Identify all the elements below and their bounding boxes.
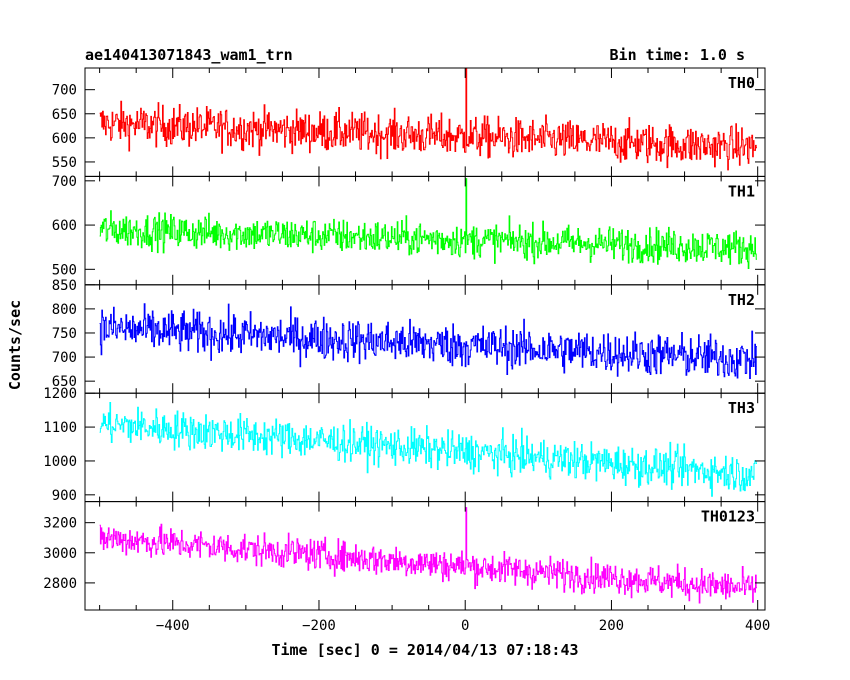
y-tick-label: 850: [52, 278, 77, 294]
y-tick-label: 600: [52, 218, 77, 234]
y-tick-label: 500: [52, 262, 77, 278]
series-line-th2: [99, 303, 757, 379]
y-tick-label: 3000: [43, 546, 77, 562]
panel-frame: [84, 501, 766, 611]
x-tick-label: 200: [599, 618, 624, 634]
series-line-th0: [99, 68, 757, 171]
y-tick-label: 3200: [43, 516, 77, 532]
y-tick-label: 1200: [43, 386, 77, 402]
x-tick-label: −400: [156, 618, 190, 634]
x-tick-label: −200: [302, 618, 336, 634]
y-tick-label: 650: [52, 107, 77, 123]
panel-label: TH0123: [701, 508, 755, 526]
y-tick-label: 700: [52, 350, 77, 366]
y-tick-label: 650: [52, 374, 77, 390]
y-tick-label: 700: [52, 174, 77, 190]
y-tick-label: 2800: [43, 576, 77, 592]
x-tick-label: 400: [745, 618, 770, 634]
y-tick-label: 1000: [43, 454, 77, 470]
y-tick-label: 800: [52, 302, 77, 318]
panel-label: TH3: [728, 399, 755, 417]
series-line-th1: [99, 178, 757, 269]
chart-title-left: ae140413071843_wam1_trn: [85, 46, 293, 64]
y-axis-label: Counts/sec: [6, 300, 24, 390]
y-tick-label: 600: [52, 131, 77, 147]
y-tick-label: 1100: [43, 420, 77, 436]
panel-label: TH1: [728, 182, 755, 200]
y-tick-label: 550: [52, 155, 77, 171]
x-axis-label: Time [sec] 0 = 2014/04/13 07:18:43: [271, 641, 578, 659]
series-line-th0123: [99, 507, 757, 604]
panel-label: TH0: [728, 74, 755, 92]
y-tick-label: 900: [52, 488, 77, 504]
panels-group: TH0 550 600 650 700 TH1 500 600 700 TH2 650 700 750 8…: [43, 67, 770, 634]
y-tick-label: 700: [52, 83, 77, 99]
series-line-th3: [99, 402, 757, 497]
panel-label: TH2: [728, 291, 755, 309]
y-tick-label: 750: [52, 326, 77, 342]
chart-title-right: Bin time: 1.0 s: [610, 46, 745, 64]
x-tick-label: 0: [461, 618, 469, 634]
